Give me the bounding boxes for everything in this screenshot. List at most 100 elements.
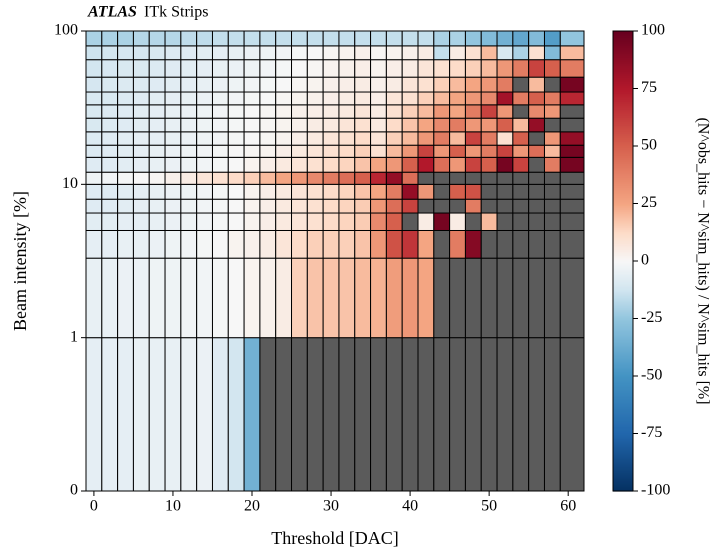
heatmap-cell [433,144,451,158]
colorbar-segment [613,365,633,368]
colorbar-segment [613,349,633,352]
heatmap-cell [227,131,245,146]
colorbar-segment [613,285,633,288]
heatmap-cell [354,257,372,339]
x-tick-label: 50 [481,498,497,515]
heatmap-cell [338,171,356,185]
colorbar-segment [613,99,633,102]
heatmap-cell [148,183,166,200]
heatmap-cell [322,104,340,119]
colorbar-segment [613,475,633,478]
heatmap-cell [496,171,514,185]
heatmap-cell [101,131,119,146]
colorbar-segment [613,367,633,370]
colorbar-segment [613,193,633,196]
heatmap-cell [449,156,466,173]
heatmap-cell [180,131,198,146]
colorbar-segment [613,487,633,490]
heatmap-cell [559,229,585,259]
heatmap-cell [401,337,419,492]
heatmap-cell [211,183,229,200]
colorbar-segment [613,87,633,90]
heatmap-cell [180,337,198,492]
heatmap-cell [117,171,134,185]
colorbar-segment [613,325,633,328]
heatmap-cell [401,156,419,173]
heatmap-cell [101,30,119,47]
heatmap-cell [496,45,514,61]
heatmap-cell [528,91,545,106]
heatmap-cell [132,212,150,231]
heatmap-cell [512,183,530,200]
heatmap-cell [211,131,229,146]
heatmap-cell [354,156,372,173]
heatmap-cell [180,104,198,119]
heatmap-cell [85,76,103,93]
heatmap-cell [227,212,245,231]
heatmap-cell [449,257,466,339]
heatmap-cell [449,117,466,133]
heatmap-cell [354,76,372,93]
heatmap-cell [417,156,435,173]
heatmap-cell [528,45,545,61]
colorbar-segment [613,407,633,410]
colorbar-segment [613,457,633,460]
heatmap-cell [401,229,419,259]
heatmap-cell [496,91,514,106]
heatmap-cell [275,59,293,78]
colorbar-segment [613,439,633,442]
colorbar-segment [613,225,633,228]
heatmap-cell [559,156,585,173]
heatmap-cell [148,104,166,119]
colorbar-segment [613,421,633,424]
heatmap-cell [117,144,134,158]
heatmap-cell [259,104,277,119]
colorbar-tick-label: 75 [641,79,657,96]
heatmap-cell [322,45,340,61]
heatmap-cell [148,30,166,47]
heatmap-cell [512,156,530,173]
colorbar-segment [613,275,633,278]
heatmap-cell [480,171,498,185]
heatmap-cell [385,212,403,231]
colorbar-segment [613,101,633,104]
heatmap-cell [433,212,451,231]
chart-title: ITk Strips [144,4,208,21]
heatmap-cell [259,30,277,47]
heatmap-cell [464,76,482,93]
colorbar-segment [613,159,633,162]
colorbar-segment [613,261,633,264]
colorbar-segment [613,409,633,412]
heatmap-cell [480,229,498,259]
heatmap-cell [196,156,213,173]
heatmap-cell [196,212,213,231]
colorbar-segment [613,89,633,92]
heatmap-cell [496,30,514,47]
heatmap-cell [354,104,372,119]
heatmap-cell [243,198,261,214]
colorbar-segment [613,387,633,390]
heatmap-cell [164,144,182,158]
heatmap-cell [306,91,324,106]
colorbar-segment [613,173,633,176]
colorbar-segment [613,423,633,426]
colorbar-segment [613,401,633,404]
heatmap-cell [306,104,324,119]
heatmap-cell [559,257,585,339]
colorbar-segment [613,141,633,144]
heatmap-cell [512,91,530,106]
heatmap-cell [417,30,435,47]
heatmap-cell [354,144,372,158]
heatmap-cell [227,337,245,492]
heatmap-cell [417,104,435,119]
colorbar-segment [613,221,633,224]
heatmap-cell [449,212,466,231]
heatmap-cell [464,171,482,185]
heatmap-cell [528,171,545,185]
heatmap-cell [132,229,150,259]
heatmap-cell [480,212,498,231]
heatmap-cell [291,212,308,231]
colorbar-segment [613,327,633,330]
heatmap-cell [322,117,340,133]
heatmap-cell [338,131,356,146]
